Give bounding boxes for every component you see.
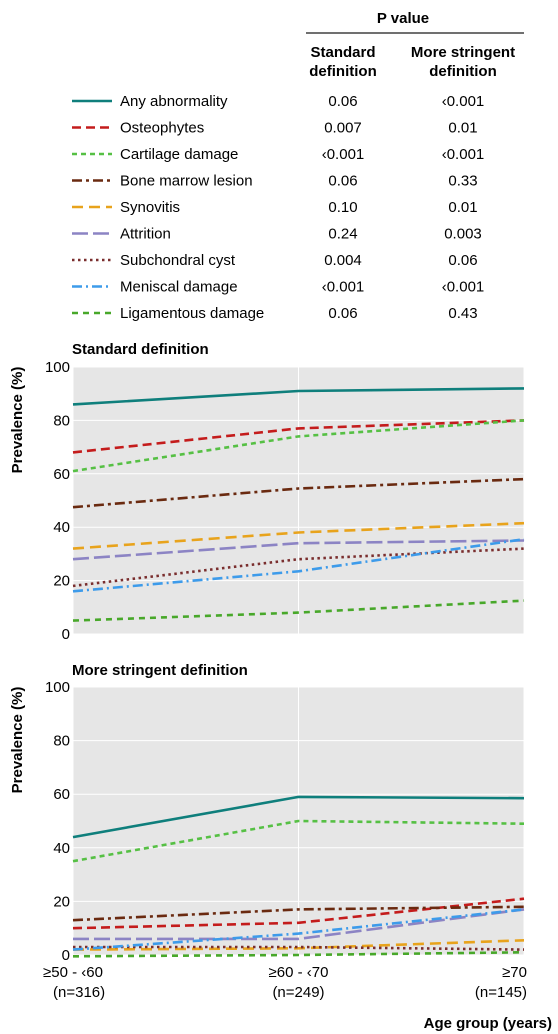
x-tick-label: ≥60 - ‹70 [269, 964, 329, 981]
pvalue-standard: ‹0.001 [322, 146, 365, 163]
legend-series-label: Cartilage damage [120, 146, 238, 163]
chart-standard: Standard definition Prevalence (%) 0 20 40… [9, 341, 525, 643]
pvalue-stringent: ‹0.001 [442, 146, 485, 163]
chart-standard-title: Standard definition [72, 341, 209, 358]
x-tick-label: ≥50 - ‹60 [43, 964, 103, 981]
legend-row: Attrition 0.24 0.003 [72, 226, 482, 243]
series-line [72, 905, 525, 922]
y-tick-label: 0 [62, 626, 70, 643]
series-line [72, 521, 525, 550]
pvalue-standard: ‹0.001 [322, 279, 365, 296]
col-stringent-header-line1: More stringent [411, 44, 515, 61]
legend-row: Osteophytes 0.007 0.01 [72, 120, 478, 137]
series-line [72, 951, 525, 958]
series-line [72, 795, 525, 839]
x-tick-n-label: (n=316) [53, 984, 105, 1001]
y-tick-label: 100 [45, 679, 70, 696]
legend-series-label: Meniscal damage [120, 279, 238, 296]
pvalue-stringent: ‹0.001 [442, 93, 485, 110]
legend-series-label: Attrition [120, 226, 171, 243]
chart-standard-plot: 0 20 40 60 80 100 [45, 359, 525, 643]
legend-series-label: Bone marrow lesion [120, 173, 253, 190]
series-line [72, 819, 525, 863]
chart-stringent-xlabel: Age group (years) [424, 1015, 552, 1032]
series-line [72, 387, 525, 406]
x-tick-label: ≥70 [502, 964, 527, 981]
pvalue-standard: 0.06 [328, 305, 357, 322]
pvalue-stringent: 0.06 [448, 252, 477, 269]
pvalue-stringent: 0.01 [448, 199, 477, 216]
y-tick-label: 0 [62, 947, 70, 964]
legend-row: Ligamentous damage 0.06 0.43 [72, 305, 478, 322]
x-tick-n-label: (n=249) [272, 984, 324, 1001]
y-tick-label: 40 [53, 519, 70, 536]
col-stringent-header-line2: definition [429, 63, 497, 80]
chart-stringent-plot: 0 20 40 60 80 100 ≥50 - ‹60 (n=316) ≥60 - ‹70 (n=… [43, 679, 527, 1001]
y-tick-label: 60 [53, 786, 70, 803]
legend-row: Synovitis 0.10 0.01 [72, 199, 478, 216]
pvalue-stringent: 0.43 [448, 305, 477, 322]
pvalue-standard: 0.007 [324, 120, 362, 137]
series-line [72, 908, 525, 951]
legend-series-label: Ligamentous damage [120, 305, 264, 322]
legend-row: Bone marrow lesion 0.06 0.33 [72, 173, 478, 190]
col-standard-header-line2: definition [309, 63, 377, 80]
series-line [72, 419, 525, 454]
pvalue-stringent: 0.33 [448, 173, 477, 190]
chart-stringent: More stringent definition Prevalence (%)… [9, 662, 552, 1032]
series-line [72, 419, 525, 473]
series-line [72, 477, 525, 509]
legend-row: Subchondral cyst 0.004 0.06 [72, 252, 478, 269]
series-line [72, 537, 525, 593]
pvalue-standard: 0.06 [328, 173, 357, 190]
y-tick-label: 80 [53, 412, 70, 429]
pvalue-stringent: 0.01 [448, 120, 477, 137]
pvalue-stringent: 0.003 [444, 226, 482, 243]
y-tick-label: 60 [53, 466, 70, 483]
pvalue-standard: 0.10 [328, 199, 357, 216]
pvalue-table-header: P value Standard definition More stringe… [306, 10, 524, 80]
x-tick-n-label: (n=145) [475, 984, 527, 1001]
y-tick-label: 40 [53, 840, 70, 857]
series-line [72, 599, 525, 622]
legend-series-label: Any abnormality [120, 93, 228, 110]
chart-standard-ylabel: Prevalence (%) [9, 367, 26, 474]
pvalue-standard: 0.004 [324, 252, 362, 269]
legend-row: Any abnormality 0.06 ‹0.001 [72, 93, 484, 110]
y-tick-label: 80 [53, 733, 70, 750]
legend-series-label: Osteophytes [120, 120, 204, 137]
col-standard-header-line1: Standard [310, 44, 375, 61]
legend-row: Meniscal damage ‹0.001 ‹0.001 [72, 279, 484, 296]
pvalue-standard: 0.24 [328, 226, 357, 243]
chart-stringent-title: More stringent definition [72, 662, 248, 679]
chart-stringent-ylabel: Prevalence (%) [9, 687, 26, 794]
series-line [73, 908, 525, 941]
pvalue-standard: 0.06 [328, 93, 357, 110]
series-line [72, 539, 525, 561]
legend-series-label: Subchondral cyst [120, 252, 236, 269]
legend-row: Cartilage damage ‹0.001 ‹0.001 [72, 146, 484, 163]
y-tick-label: 20 [53, 573, 70, 590]
y-tick-label: 100 [45, 359, 70, 376]
y-tick-label: 20 [53, 893, 70, 910]
pvalue-stringent: ‹0.001 [442, 279, 485, 296]
series-line [72, 939, 525, 951]
series-line [72, 897, 525, 930]
legend-series-label: Synovitis [120, 199, 180, 216]
legend-table: Any abnormality 0.06 ‹0.001 Osteophytes 0.00… [72, 93, 484, 322]
pvalue-group-header: P value [377, 10, 429, 27]
